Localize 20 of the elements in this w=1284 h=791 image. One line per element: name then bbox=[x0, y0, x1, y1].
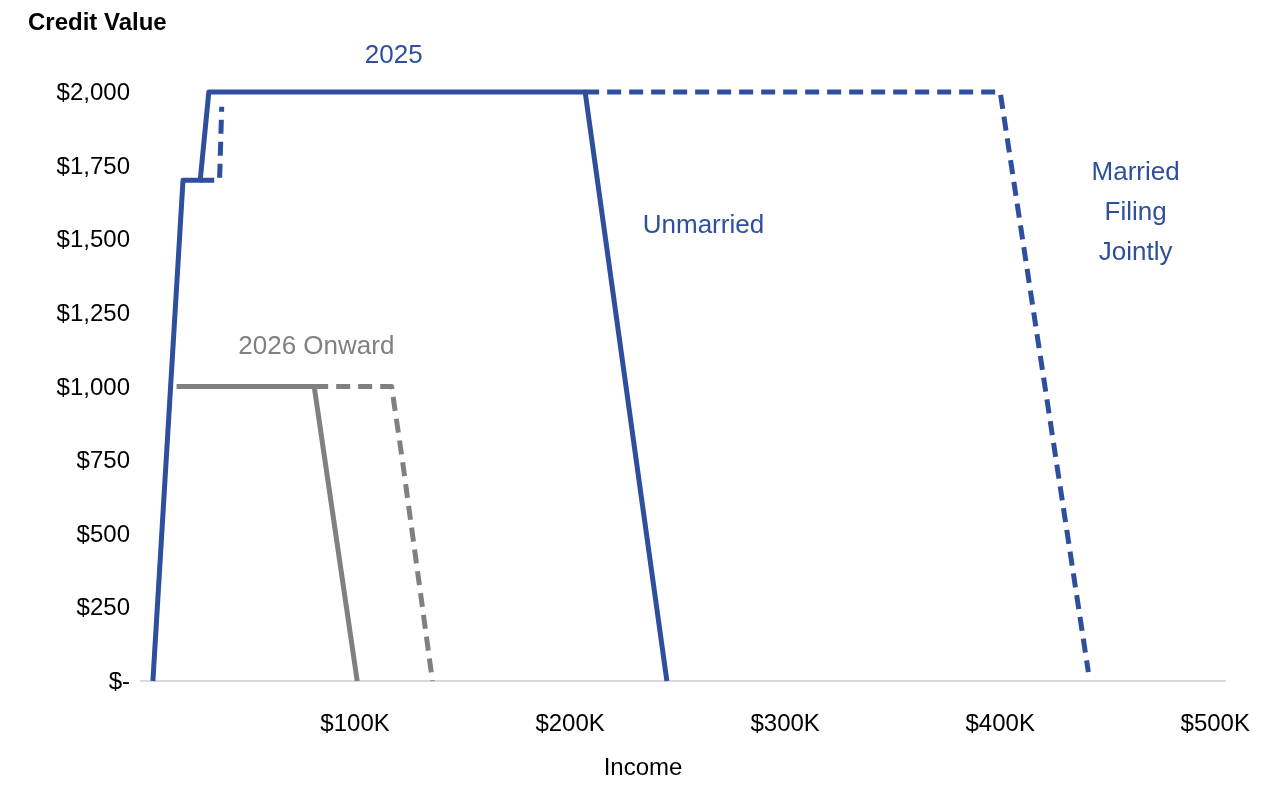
x-tick-label: $400K bbox=[965, 709, 1035, 736]
x-tick-label: $200K bbox=[535, 709, 605, 736]
y-axis-title: Credit Value bbox=[28, 8, 167, 35]
y-tick-label: $- bbox=[108, 667, 130, 694]
x-tick-label: $300K bbox=[750, 709, 820, 736]
y-tick-label: $1,750 bbox=[56, 151, 130, 179]
y-tick-label: $750 bbox=[76, 446, 130, 474]
y-tick-label: $1,500 bbox=[56, 225, 130, 253]
y-tick-label: $1,250 bbox=[56, 298, 130, 326]
text: 2025 bbox=[364, 38, 423, 69]
x-tick-label: $500K bbox=[1180, 709, 1250, 736]
y-tick-label: $1,000 bbox=[56, 372, 130, 400]
y-tick-label: $2,000 bbox=[56, 78, 130, 105]
x-axis-title: Income bbox=[603, 753, 683, 780]
y-tick-label: $500 bbox=[76, 519, 130, 547]
annotation: 2026 Onward bbox=[238, 330, 395, 361]
annotation: Unmarried bbox=[642, 209, 765, 240]
annotation: Married Filing Jointly bbox=[1091, 156, 1180, 267]
y-tick-label: $250 bbox=[76, 593, 130, 621]
x-tick-label: $100K bbox=[320, 709, 390, 736]
